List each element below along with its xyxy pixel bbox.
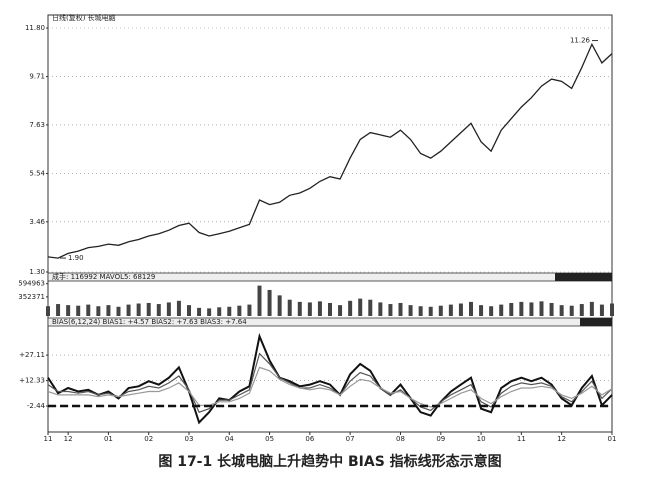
- x-tick-label: 04: [225, 435, 234, 443]
- bias-line: [47, 332, 613, 425]
- volume-bar: [287, 299, 292, 316]
- volume-bar: [76, 305, 81, 316]
- y-tick-label: 352371: [18, 293, 45, 301]
- x-tick-label: 12: [64, 435, 73, 443]
- y-tick-label: +12.33: [19, 377, 45, 385]
- volume-bar: [549, 302, 554, 316]
- volume-bar: [56, 304, 61, 316]
- volume-bar: [136, 303, 141, 316]
- x-tick-label: 01: [104, 435, 113, 443]
- volume-bar: [267, 289, 272, 316]
- volume-bar: [277, 295, 282, 316]
- volume-bar: [448, 304, 453, 316]
- panel-title: BIAS(6,12,24) BIAS1: +4.57 BIAS2: +7.63 …: [52, 318, 247, 326]
- volume-bar: [599, 304, 604, 316]
- volume-bar: [338, 305, 343, 316]
- volume-bar: [297, 301, 302, 316]
- volume-bar: [398, 302, 403, 316]
- volume-bar: [438, 305, 443, 316]
- x-tick-label: 12: [557, 435, 566, 443]
- x-tick-label: 07: [346, 435, 355, 443]
- volume-bar: [317, 301, 322, 316]
- volume-bar: [146, 302, 151, 316]
- volume-bar: [589, 301, 594, 316]
- frame: [47, 14, 613, 433]
- price-line: [47, 42, 613, 259]
- volume-bar: [509, 302, 514, 316]
- volume-bar: [66, 305, 71, 316]
- volume-bar: [217, 307, 222, 316]
- volume-bar: [197, 307, 202, 316]
- volume-bar: [86, 304, 91, 316]
- bias-line: [47, 352, 613, 413]
- x-tick-label: 01: [608, 435, 617, 443]
- y-tick-label: 3.46: [29, 218, 45, 226]
- caption: 图 17-1 长城电脑上升趋势中 BIAS 指标线形态示意图: [158, 453, 501, 470]
- volume-bar: [247, 304, 252, 316]
- volume-bar: [479, 305, 484, 316]
- volume-bar: [559, 305, 564, 316]
- volume-bar: [469, 301, 473, 316]
- volume-bar: [307, 302, 312, 316]
- x-tick-label: 09: [436, 435, 445, 443]
- volume-bar: [368, 299, 373, 316]
- volume-bar: [348, 300, 353, 316]
- volume-bar: [378, 302, 383, 316]
- volume-bar: [156, 304, 161, 316]
- x-tick-label: 06: [305, 435, 314, 443]
- x-tick-label: 03: [185, 435, 194, 443]
- x-tick-label: 08: [396, 435, 405, 443]
- x-tick-label: 10: [477, 435, 486, 443]
- x-tick-label: 05: [265, 435, 274, 443]
- volume-bar: [187, 305, 191, 316]
- volume-bar: [106, 305, 111, 316]
- y-tick-label: -2.44: [27, 402, 46, 410]
- volume-header-block: [555, 273, 612, 281]
- volume-bar: [418, 306, 423, 316]
- y-tick-label: 11.80: [25, 24, 45, 32]
- volume-bar: [569, 305, 574, 316]
- volume-bar: [176, 300, 181, 316]
- y-tick-label: 9.71: [29, 73, 45, 81]
- panel-title: 成手: 116992 MAVOL5: 68129: [52, 272, 155, 281]
- bias-header-block: [580, 318, 612, 326]
- volume-bar: [458, 303, 463, 316]
- panel-title: 日线(复权) 长城电脑: [52, 13, 116, 22]
- volume-bar: [388, 304, 393, 316]
- volume-bar: [519, 301, 524, 316]
- volume-bar: [489, 306, 494, 316]
- volume-bar: [610, 303, 614, 316]
- volume-bar: [207, 308, 212, 316]
- volume-bar: [257, 285, 262, 316]
- volume-bar: [358, 298, 363, 316]
- annotation: 1.90: [68, 254, 84, 262]
- volume-bar: [579, 304, 584, 316]
- y-tick-label: 5.54: [29, 169, 45, 177]
- volume-bar: [529, 302, 534, 316]
- x-tick-label: 02: [144, 435, 153, 443]
- volume-bar: [328, 302, 332, 316]
- y-tick-label: +27.11: [19, 351, 45, 359]
- volume-bar: [499, 304, 504, 316]
- x-tick-label: 11: [517, 435, 526, 443]
- x-tick-label: 11: [44, 435, 53, 443]
- volume-bar: [46, 306, 50, 316]
- y-tick-label: 7.63: [29, 121, 45, 129]
- volume-bar: [428, 306, 433, 316]
- volume-bar: [539, 301, 544, 316]
- volume-bar: [237, 305, 242, 316]
- volume-bar: [408, 305, 413, 316]
- volume-bar: [126, 304, 131, 316]
- volume-bar: [166, 302, 171, 316]
- y-tick-label: 1.30: [29, 268, 45, 276]
- volume-bar: [227, 306, 232, 316]
- y-tick-label: 594963: [18, 280, 45, 288]
- volume-bar: [116, 306, 121, 316]
- bias-line: [47, 366, 613, 408]
- annotation: 11.26: [570, 37, 591, 45]
- volume-bar: [96, 306, 101, 316]
